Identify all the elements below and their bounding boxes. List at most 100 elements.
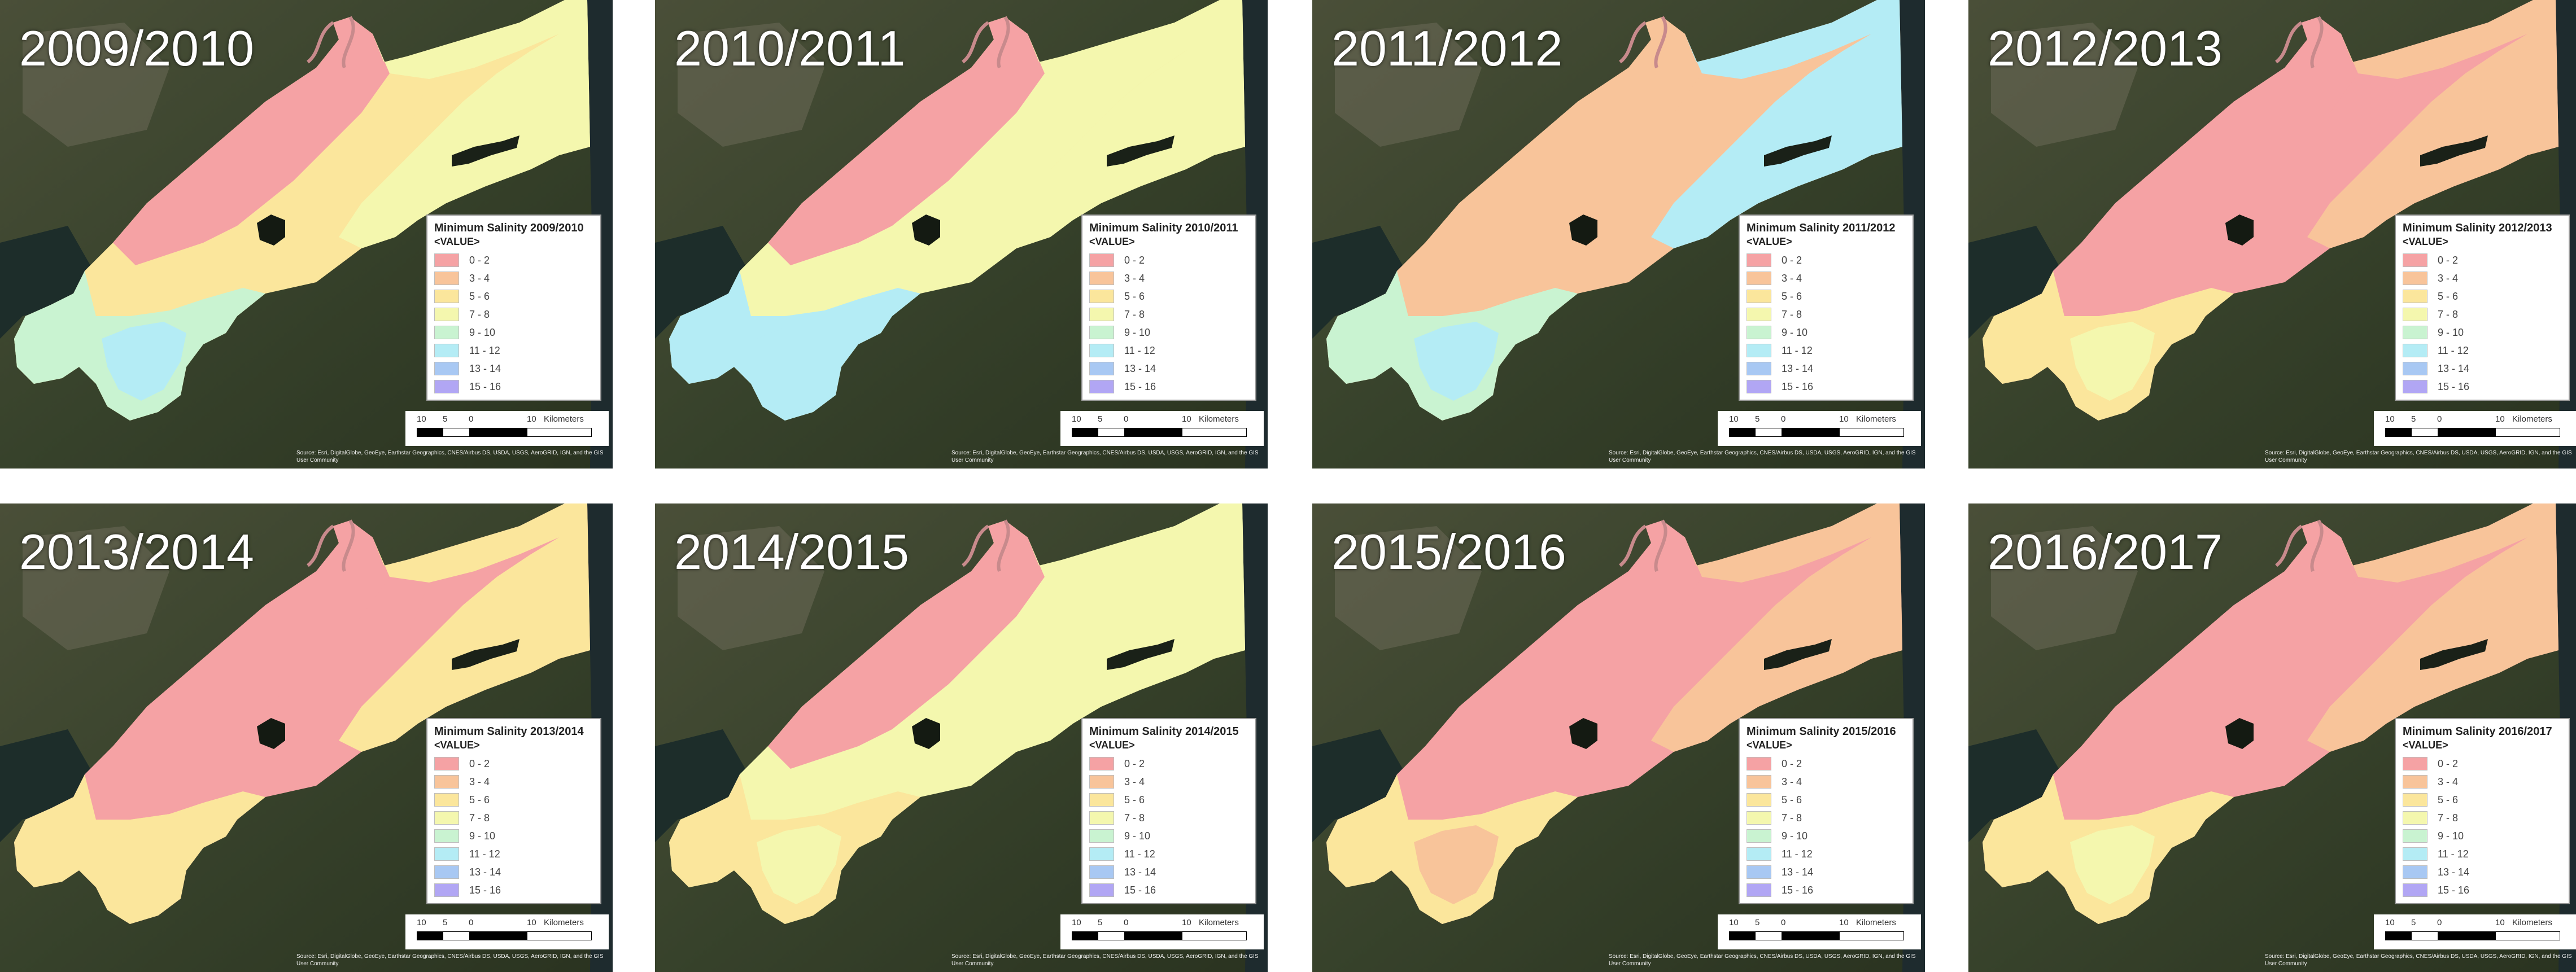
legend: Minimum Salinity 2015/2016 <VALUE> 0 - 2 3 …	[1739, 718, 1914, 904]
pier-structure	[1764, 639, 1832, 670]
scale-unit: Kilometers	[544, 414, 584, 424]
legend-label: 7 - 8	[1124, 812, 1145, 824]
legend-item: 7 - 8	[2403, 809, 2562, 827]
island	[257, 718, 285, 749]
legend-label: 13 - 14	[2438, 362, 2470, 374]
legend-swatch	[2403, 326, 2427, 339]
legend-label: 7 - 8	[1124, 308, 1145, 320]
scale-tick-label: 0	[1124, 414, 1129, 424]
legend-swatch	[2403, 290, 2427, 303]
legend-label: 9 - 10	[1124, 830, 1151, 842]
scale-tick-label: 10	[2495, 414, 2505, 424]
scale-segment	[2386, 428, 2412, 436]
legend-item: 7 - 8	[434, 809, 593, 827]
legend-label: 9 - 10	[1782, 830, 1808, 842]
legend-label: 13 - 14	[1124, 362, 1156, 374]
legend: Minimum Salinity 2011/2012 <VALUE> 0 - 2 3 …	[1739, 214, 1914, 401]
salinity-zone-ne-inner	[2081, 17, 2358, 265]
year-title: 2010/2011	[674, 20, 906, 76]
legend: Minimum Salinity 2009/2010 <VALUE> 0 - 2 3 …	[426, 214, 601, 401]
imagery-credits: Source: Esri, DigitalGlobe, GeoEye, Eart…	[296, 953, 604, 967]
legend-item: 13 - 14	[1747, 863, 1906, 881]
legend-item: 5 - 6	[2403, 791, 2562, 809]
scale-tick-label: 10	[1729, 918, 1739, 927]
river-channel	[306, 519, 355, 572]
legend-label: 11 - 12	[1124, 344, 1155, 356]
scale-bar: 10 5 0 10 Kilometers	[1718, 411, 1921, 446]
legend-label: 13 - 14	[1124, 866, 1156, 878]
year-title: 2011/2012	[1331, 20, 1563, 76]
legend-item: 0 - 2	[1747, 251, 1906, 269]
legend-swatch	[1747, 793, 1771, 807]
legend-item: 5 - 6	[1089, 287, 1248, 305]
legend-label: 7 - 8	[1782, 308, 1802, 320]
legend-item: 9 - 10	[1747, 323, 1906, 341]
legend-label: 5 - 6	[469, 290, 490, 302]
salinity-zone-sw-core	[2070, 825, 2155, 904]
legend-label: 15 - 16	[1782, 884, 1814, 896]
legend-label: 5 - 6	[1782, 290, 1802, 302]
legend-item: 15 - 16	[434, 378, 593, 396]
legend-label: 15 - 16	[469, 884, 501, 896]
legend-label: 13 - 14	[1782, 866, 1814, 878]
island	[257, 214, 285, 246]
scale-tick-label: 10	[1072, 918, 1081, 927]
legend-item: 0 - 2	[1089, 251, 1248, 269]
scale-bar-ticks: 10 5 0 10 Kilometers	[2385, 414, 2571, 426]
year-title: 2012/2013	[1988, 20, 2223, 76]
urban-area	[1991, 23, 2138, 147]
scale-segment	[1756, 932, 1782, 940]
legend-swatch	[1089, 847, 1114, 861]
legend-item: 7 - 8	[1747, 809, 1906, 827]
scale-segment	[469, 932, 527, 940]
scale-tick-label: 10	[2385, 414, 2395, 424]
legend-swatch	[434, 775, 459, 789]
scale-tick-label: 5	[443, 414, 448, 424]
scale-tick-label: 10	[1182, 414, 1191, 424]
legend-swatch	[1747, 344, 1771, 357]
scale-segment	[2412, 932, 2438, 940]
legend-label: 11 - 12	[2438, 848, 2469, 860]
imagery-credits: Source: Esri, DigitalGlobe, GeoEye, Eart…	[951, 450, 1259, 463]
river-channel	[961, 16, 1010, 69]
salinity-zone-ne-outer	[1651, 503, 1902, 752]
legend-item: 5 - 6	[1747, 791, 1906, 809]
scale-bar-segments	[1072, 931, 1247, 940]
legend-swatch	[1089, 757, 1114, 770]
legend-label: 3 - 4	[1124, 272, 1145, 284]
legend-label: 3 - 4	[469, 272, 490, 284]
legend-swatch	[1089, 272, 1114, 285]
legend-field-label: <VALUE>	[1747, 236, 1792, 247]
scale-bar-segments	[2385, 931, 2560, 940]
legend-label: 0 - 2	[469, 254, 490, 266]
map-panel: 2009/2010 Minimum Salinity 2009/2010 <VALU…	[0, 0, 613, 469]
legend-swatch	[434, 290, 459, 303]
satellite-map	[1968, 0, 2576, 469]
map-panel: 2016/2017 Minimum Salinity 2016/2017 <VALU…	[1968, 503, 2576, 972]
legend-item: 15 - 16	[1089, 881, 1248, 899]
scale-unit: Kilometers	[1199, 414, 1239, 424]
salinity-zone-ne-outer	[1651, 0, 1902, 248]
legend-label: 9 - 10	[1124, 326, 1151, 338]
scale-tick-label: 10	[1072, 414, 1081, 424]
map-panel: 2015/2016 Minimum Salinity 2015/2016 <VALU…	[1312, 503, 1925, 972]
legend-label: 9 - 10	[469, 830, 496, 842]
legend-item: 5 - 6	[2403, 287, 2562, 305]
legend-label: 13 - 14	[2438, 866, 2470, 878]
salinity-zone-sw-core	[1414, 825, 1499, 904]
pier-structure	[1764, 135, 1832, 167]
legend-label: 11 - 12	[469, 344, 500, 356]
map-panel: 2010/2011 Minimum Salinity 2010/2011 <VALU…	[655, 0, 1268, 469]
scale-tick-label: 10	[527, 918, 536, 927]
legend-field-label: <VALUE>	[2403, 236, 2448, 247]
salinity-zone-ne-inner	[1425, 17, 1702, 265]
legend-field-label: <VALUE>	[1747, 739, 1792, 751]
scale-segment	[527, 428, 591, 436]
scale-unit: Kilometers	[1856, 414, 1896, 424]
legend-item: 7 - 8	[1089, 305, 1248, 323]
legend-item: 11 - 12	[434, 845, 593, 863]
satellite-map	[0, 503, 613, 972]
legend-item: 3 - 4	[2403, 269, 2562, 287]
legend-swatch	[1089, 290, 1114, 303]
legend-swatch	[1747, 253, 1771, 267]
